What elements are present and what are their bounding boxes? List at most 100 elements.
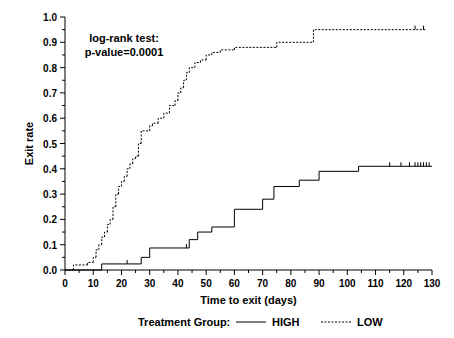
step-segment [299,180,319,186]
y-tick-label: 0.1 [43,240,57,251]
step-segment [184,80,187,88]
censor-mark [186,244,187,248]
y-minor-tick [62,181,65,182]
x-tick-label: 100 [339,278,356,289]
step-segment [138,144,141,157]
y-minor-tick [62,232,65,233]
x-minor-tick [107,270,108,273]
y-tick [60,219,65,220]
step-segment [113,207,116,220]
x-minor-tick [248,270,249,273]
y-tick [60,168,65,169]
y-tick-label: 0.0 [43,265,57,276]
y-tick-label: 0.6 [43,113,57,124]
y-minor-tick [62,80,65,81]
x-tick-label: 120 [395,278,412,289]
step-segment [206,55,212,60]
annotation: log-rank test: [89,32,159,44]
y-minor-tick [62,130,65,131]
step-segment [141,257,149,264]
step-segment [119,187,122,195]
y-minor-tick [62,105,65,106]
plot-area [65,26,432,270]
step-segment [198,232,212,240]
x-axis-label: Time to exit (days) [200,294,297,306]
step-segment [65,270,73,271]
x-tick-label: 80 [285,278,297,289]
step-segment [99,245,102,250]
x-minor-tick [389,270,390,273]
step-segment [96,250,99,258]
x-tick-label: 40 [172,278,184,289]
x-minor-tick [361,270,362,273]
censor-mark [423,162,424,166]
legend-label: LOW [357,316,383,328]
legend-swatch [236,322,266,323]
censor-mark [415,162,416,166]
legend-swatch [321,322,351,323]
y-minor-tick [62,29,65,30]
step-segment [195,63,201,68]
step-segment [107,224,110,232]
annotation: p-value=0.0001 [85,46,164,58]
x-tick-label: 50 [201,278,213,289]
chart: 0.00.10.20.30.40.50.60.70.80.91.00102030… [0,0,454,338]
y-tick [60,92,65,93]
step-segment [150,248,190,257]
step-segment [150,126,153,131]
x-minor-tick [417,270,418,273]
step-segment [141,131,149,144]
step-segment [102,237,105,245]
step-segment [136,156,139,159]
legend-title: Treatment Group: [138,316,230,328]
y-tick-label: 0.2 [43,214,57,225]
step-segment [124,176,127,181]
x-tick-label: 110 [367,278,384,289]
y-minor-tick [62,54,65,55]
x-tick [177,270,178,275]
y-tick-label: 0.7 [43,88,57,99]
step-segment [181,88,184,93]
x-tick [121,270,122,275]
y-tick [60,67,65,68]
x-tick-label: 30 [144,278,156,289]
y-tick [60,118,65,119]
censor-mark [429,162,430,166]
step-segment [93,257,96,262]
step-segment [274,187,299,200]
censor-mark [127,260,128,264]
x-tick-label: 10 [88,278,100,289]
x-tick [262,270,263,275]
x-tick [403,270,404,275]
censor-mark [420,162,421,166]
step-segment [127,169,130,177]
y-tick-label: 0.4 [43,164,57,175]
y-tick-label: 0.9 [43,37,57,48]
x-tick [290,270,291,275]
step-segment [189,240,197,248]
step-segment [121,181,124,186]
censor-mark [426,162,427,166]
y-axis-label: Exit rate [23,122,35,165]
step-segment [169,106,175,114]
step-segment [88,262,94,265]
x-tick [206,270,207,275]
x-tick [93,270,94,275]
step-segment [175,100,178,105]
step-segment [212,227,235,232]
x-tick [234,270,235,275]
step-segment [313,30,426,43]
legend-label: HIGH [272,316,300,328]
x-tick-label: 90 [314,278,326,289]
x-minor-tick [304,270,305,273]
x-tick [149,270,150,275]
y-tick-label: 0.5 [43,139,57,150]
x-tick-label: 20 [116,278,128,289]
step-segment [234,209,262,227]
step-segment [110,219,113,224]
y-minor-tick [62,156,65,157]
step-segment [73,265,87,270]
y-minor-tick [62,206,65,207]
x-tick-label: 130 [424,278,441,289]
y-tick [60,244,65,245]
